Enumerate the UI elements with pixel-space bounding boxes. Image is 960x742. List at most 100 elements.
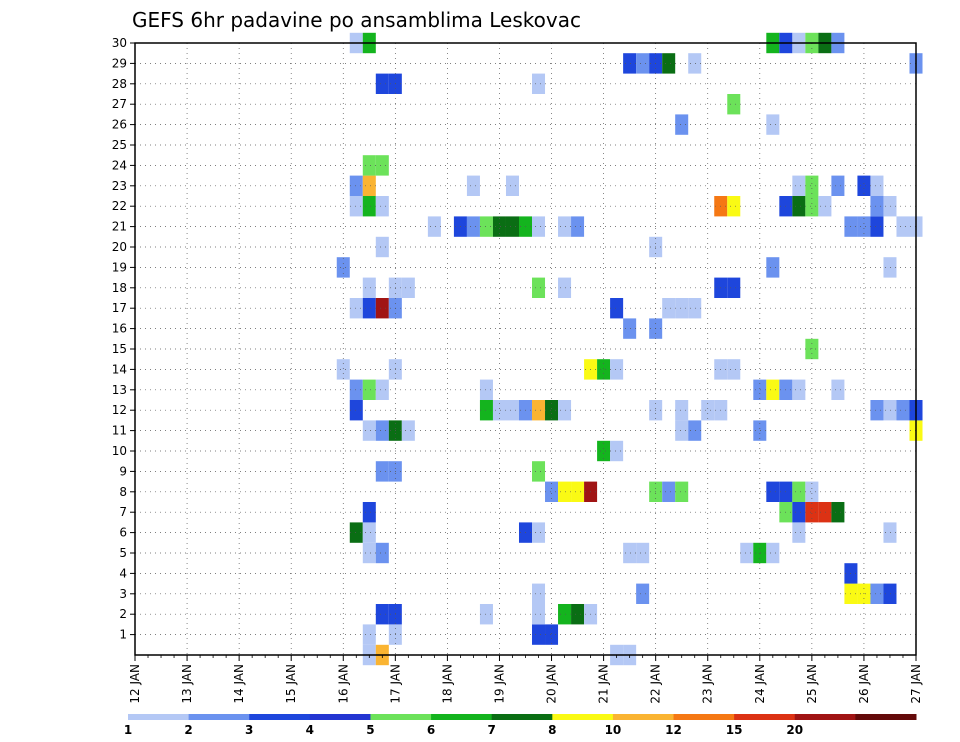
precip-cell [623, 53, 637, 74]
precip-cell [818, 196, 832, 217]
x-tick-label: 18 JAN [440, 664, 454, 704]
x-tick-label: 27 JAN [909, 664, 923, 704]
precip-cell [766, 257, 780, 278]
precip-cell [375, 461, 389, 482]
precip-cell [766, 379, 780, 400]
y-tick-label: 22 [112, 199, 127, 213]
colorbar-swatch [128, 714, 190, 720]
precip-cell [792, 196, 806, 217]
y-tick-label: 11 [112, 424, 127, 438]
precip-cell [805, 175, 819, 196]
y-tick-label: 2 [119, 607, 127, 621]
precip-cell [375, 604, 389, 625]
precip-cell [571, 604, 585, 625]
precip-cell [753, 379, 767, 400]
precip-cell [375, 542, 389, 564]
y-tick-label: 13 [112, 383, 127, 397]
y-tick-label: 30 [112, 36, 127, 50]
precip-cell [766, 114, 780, 135]
x-tick-label: 26 JAN [857, 664, 871, 704]
y-tick-label: 17 [112, 301, 127, 315]
y-tick-label: 16 [112, 322, 127, 336]
precip-cell [675, 420, 689, 441]
precip-cell [375, 155, 389, 176]
y-tick-label: 27 [112, 97, 127, 111]
precip-cell [362, 196, 376, 217]
precip-cell [857, 216, 871, 237]
x-tick-label: 16 JAN [336, 664, 350, 704]
precip-cell [558, 277, 572, 298]
precip-cell [492, 400, 506, 421]
precip-cell [349, 196, 363, 217]
precip-cell [636, 583, 650, 604]
precip-cell [831, 175, 845, 196]
colorbar-label: 6 [427, 723, 435, 737]
precip-cell [675, 114, 689, 135]
precip-cell [349, 175, 363, 196]
precip-cell [362, 277, 376, 298]
colorbar-label: 15 [726, 723, 743, 737]
precip-cell [740, 542, 754, 564]
x-axis: 12 JAN 13 JAN 14 JAN 15 JAN 16 JAN 17 JAN 18 J… [128, 655, 923, 704]
x-tick-label: 25 JAN [805, 664, 819, 704]
precip-cell [532, 624, 546, 645]
precip-cell [375, 379, 389, 400]
precip-cell [688, 298, 702, 319]
colorbar-swatch [431, 714, 493, 720]
colorbar-swatch [552, 714, 614, 720]
precip-cell [532, 400, 546, 421]
x-tick-label: 21 JAN [597, 664, 611, 704]
precip-cell [427, 216, 441, 237]
y-tick-label: 26 [112, 118, 127, 132]
precip-cell [805, 502, 819, 523]
precip-cell [375, 196, 389, 217]
precip-cell [362, 522, 376, 543]
colorbar-label: 1 [124, 723, 132, 737]
x-tick-label: 23 JAN [701, 664, 715, 704]
precip-cell [362, 542, 376, 564]
precip-cell [662, 53, 676, 74]
colorbar-label: 4 [306, 723, 314, 737]
precip-cell [610, 440, 624, 462]
precip-cell [571, 481, 585, 502]
precip-cell [349, 522, 363, 543]
precip-cell [623, 542, 637, 564]
y-tick-label: 20 [112, 240, 127, 254]
y-tick-label: 3 [119, 587, 127, 601]
colorbar-label: 8 [548, 723, 556, 737]
y-tick-label: 29 [112, 56, 127, 70]
y-tick-label: 21 [112, 220, 127, 234]
precip-cell [610, 359, 624, 380]
precip-cell [792, 522, 806, 543]
precip-cell [636, 53, 650, 74]
precip-cell [401, 420, 415, 441]
precip-cell [492, 216, 506, 237]
precip-cell [545, 624, 559, 645]
colorbar-swatch [794, 714, 856, 720]
precip-cell [375, 420, 389, 441]
precip-cell [545, 400, 559, 421]
precip-cell [505, 400, 519, 421]
colorbar-label: 10 [605, 723, 622, 737]
precip-cell [558, 400, 572, 421]
precip-cell [401, 277, 415, 298]
y-tick-label: 15 [112, 342, 127, 356]
precip-cell [831, 502, 845, 523]
precip-cell [532, 583, 546, 604]
precip-cell [870, 216, 884, 237]
precip-cell [766, 481, 780, 502]
precip-cell [362, 624, 376, 645]
precip-cell [896, 400, 910, 421]
precip-cell [792, 379, 806, 400]
y-tick-label: 19 [112, 260, 127, 274]
precip-cell [479, 400, 493, 421]
precip-cell [336, 257, 350, 278]
x-tick-label: 15 JAN [284, 664, 298, 704]
precip-cell [375, 73, 389, 94]
precip-cell [466, 175, 480, 196]
x-tick-label: 20 JAN [545, 664, 559, 704]
precip-cell [362, 175, 376, 196]
y-tick-label: 12 [112, 403, 127, 417]
precip-cell [349, 400, 363, 421]
